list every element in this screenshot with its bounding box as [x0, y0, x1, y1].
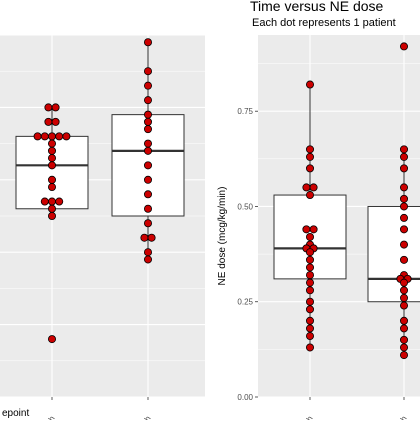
data-point — [143, 81, 152, 90]
data-point — [399, 42, 408, 51]
data-point — [143, 190, 152, 199]
y-tick-label: 0.25 — [237, 298, 253, 307]
left-chart-panel: 6h24h epoint — [0, 34, 205, 425]
data-point — [302, 183, 311, 192]
data-point — [305, 145, 314, 154]
data-point — [309, 225, 318, 234]
data-point — [40, 197, 49, 206]
data-point — [305, 80, 314, 89]
y-tick-label: 0.75 — [237, 107, 253, 116]
data-point — [140, 233, 149, 242]
data-point — [143, 67, 152, 76]
data-point — [55, 197, 64, 206]
data-point — [143, 219, 152, 228]
data-point — [143, 125, 152, 134]
y-tick-label: 0.50 — [237, 202, 253, 211]
boxplot-6h — [15, 107, 89, 216]
chart-title: Time versus NE dose — [250, 0, 384, 14]
data-point — [51, 103, 60, 112]
left-data-points — [33, 38, 156, 344]
data-point — [305, 232, 314, 241]
y-tick-label: 0.00 — [237, 393, 253, 402]
data-point — [40, 132, 49, 141]
data-point — [143, 96, 152, 105]
data-point — [143, 38, 152, 47]
data-point — [399, 286, 408, 295]
data-point — [399, 164, 408, 173]
data-point — [399, 343, 408, 352]
data-point — [399, 278, 408, 287]
data-point — [62, 132, 71, 141]
data-point — [399, 240, 408, 249]
data-point — [399, 213, 408, 222]
data-point — [305, 152, 314, 161]
data-point — [399, 255, 408, 264]
data-point — [143, 146, 152, 155]
data-point — [48, 204, 57, 213]
data-point — [399, 293, 408, 302]
data-point — [305, 343, 314, 352]
data-point — [305, 255, 314, 264]
data-point — [143, 161, 152, 170]
data-point — [44, 117, 53, 126]
data-point — [399, 301, 408, 310]
data-point — [399, 152, 408, 161]
data-point — [305, 324, 314, 333]
data-point — [143, 117, 152, 126]
data-point — [399, 225, 408, 234]
data-point — [305, 164, 314, 173]
data-point — [48, 146, 57, 155]
right-y-axis-title: NE dose (mcg/kg/min) — [217, 187, 228, 286]
data-point — [305, 305, 314, 314]
data-point — [44, 103, 53, 112]
data-point — [305, 191, 314, 200]
data-point — [305, 278, 314, 287]
data-point — [48, 175, 57, 184]
left-x-axis-title: epoint — [2, 408, 29, 419]
data-point — [48, 197, 57, 206]
data-point — [305, 248, 314, 257]
data-point — [305, 263, 314, 272]
data-point — [48, 161, 57, 170]
data-point — [399, 194, 408, 203]
data-point — [305, 297, 314, 306]
data-point — [302, 225, 311, 234]
data-point — [147, 233, 156, 242]
data-point — [33, 132, 42, 141]
data-point — [305, 332, 314, 341]
data-point — [309, 183, 318, 192]
data-point — [305, 286, 314, 295]
data-point — [399, 145, 408, 154]
data-point — [399, 316, 408, 325]
data-point — [399, 183, 408, 192]
data-point — [143, 204, 152, 213]
right-data-points — [302, 42, 412, 360]
data-point — [48, 183, 57, 192]
data-point — [143, 110, 152, 119]
chart-subtitle: Each dot represents 1 patient — [252, 17, 396, 29]
box-iqr — [367, 205, 420, 303]
data-point — [48, 154, 57, 163]
data-point — [48, 139, 57, 148]
data-point — [48, 211, 57, 220]
data-point — [143, 139, 152, 148]
data-point — [48, 132, 57, 141]
data-point — [399, 335, 408, 344]
right-chart-panel: Time versus NE dose Each dot represents … — [217, 0, 420, 425]
data-point — [48, 335, 57, 344]
data-point — [399, 351, 408, 360]
box-iqr — [15, 135, 89, 210]
data-point — [399, 202, 408, 211]
data-point — [55, 132, 64, 141]
data-point — [143, 248, 152, 257]
data-point — [143, 175, 152, 184]
data-point — [305, 316, 314, 325]
data-point — [143, 255, 152, 264]
data-point — [399, 324, 408, 333]
right-y-tick-labels: 0.00 0.25 0.50 0.75 — [237, 107, 258, 402]
data-point — [305, 271, 314, 280]
data-point — [51, 117, 60, 126]
